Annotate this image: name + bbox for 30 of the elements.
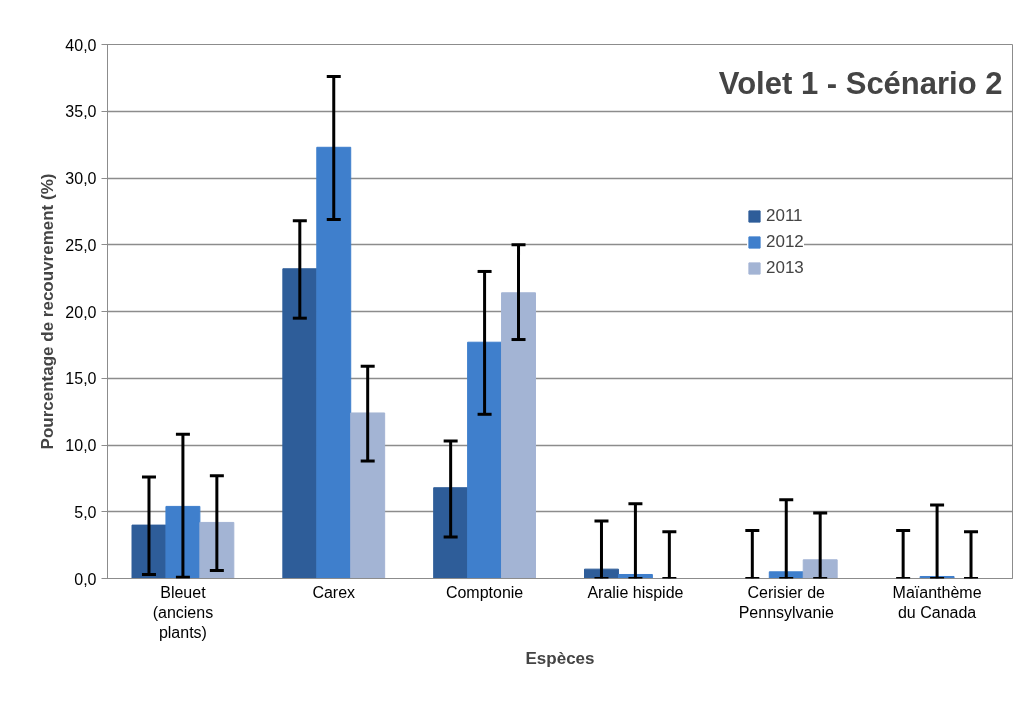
legend-label: 2012	[766, 232, 804, 252]
x-axis-title: Espèces	[525, 649, 595, 669]
y-tick-label: 30,0	[65, 170, 97, 187]
bar	[199, 521, 235, 579]
bar	[350, 412, 386, 579]
y-tick-label: 25,0	[65, 236, 97, 254]
x-tick-label: Aralie hispide	[587, 583, 684, 601]
x-tick-label: Bleuet (anciens plants)	[152, 583, 214, 642]
bar	[131, 524, 167, 579]
x-tick-label: Cerisier de Pennsylvanie	[738, 583, 834, 621]
y-tick-label: 0,0	[74, 570, 97, 588]
y-tick-label: 10,0	[65, 437, 97, 454]
bar	[316, 146, 352, 579]
y-tick-label: 20,0	[65, 303, 97, 321]
x-tick-label: Maïanthème du Canada	[892, 583, 982, 621]
y-tick-label: 40,0	[65, 36, 97, 54]
bar	[501, 292, 536, 579]
bar	[467, 341, 503, 579]
bar	[282, 268, 318, 579]
text: Volet 1 - Scénario 2	[718, 65, 1003, 101]
x-tick-label: Carex	[312, 583, 356, 601]
bar	[433, 487, 469, 579]
y-tick-label: 15,0	[65, 370, 97, 388]
legend-label: 2011	[766, 206, 803, 226]
y-tick-label: 5,0	[74, 503, 97, 521]
bar	[165, 505, 201, 579]
legend-label: 2013	[766, 258, 804, 278]
y-axis-title: Pourcentage de recouvrement (%)	[38, 173, 58, 450]
y-tick-label: 35,0	[65, 103, 97, 121]
x-tick-label: Comptonie	[445, 583, 524, 601]
